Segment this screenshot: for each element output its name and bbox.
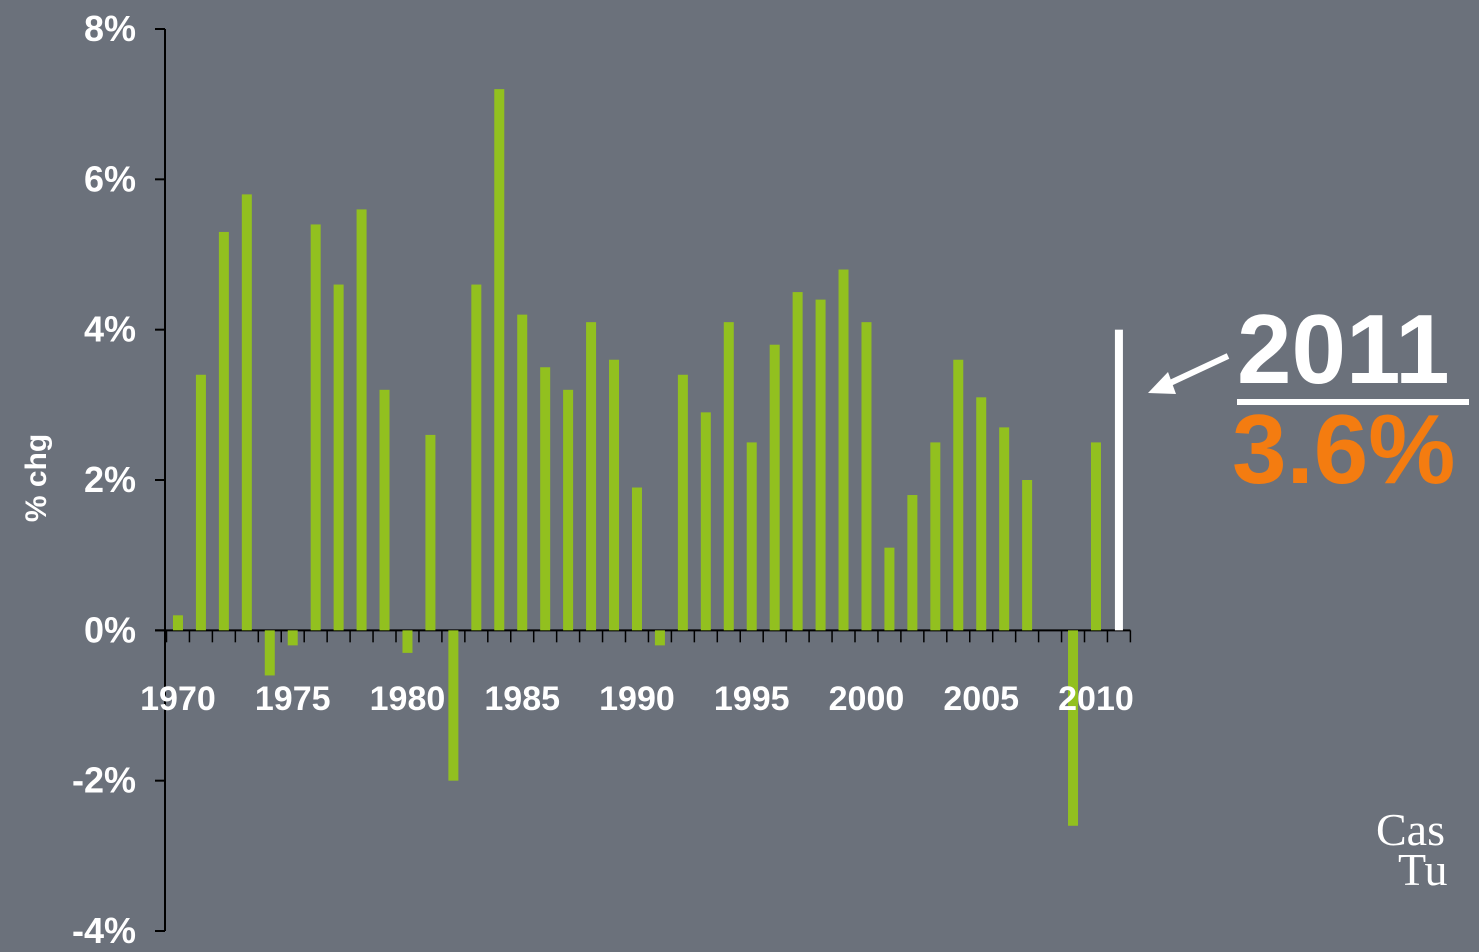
bar [930, 442, 941, 631]
brand-logo: Cas Tu [1376, 804, 1448, 895]
bar [356, 209, 367, 631]
y-axis-label: % chg [20, 434, 53, 522]
y-tick-label: 2% [84, 459, 136, 500]
y-tick-label: 6% [84, 158, 136, 199]
bar [333, 284, 344, 631]
logo-line-1: Cas [1376, 804, 1445, 855]
bar [540, 367, 551, 631]
bar [884, 547, 895, 631]
y-tick-label: 0% [84, 609, 136, 650]
x-tick-label: 1985 [484, 680, 560, 718]
bar [471, 284, 482, 631]
bar [1068, 630, 1079, 826]
y-tick-label: 8% [84, 8, 136, 49]
x-tick-label: 1980 [370, 680, 446, 718]
bar [1090, 442, 1101, 631]
highlight-divider [1237, 399, 1469, 405]
bar [448, 630, 459, 781]
bar [287, 630, 298, 646]
highlight-value: 3.6% [1232, 394, 1456, 504]
bar [241, 194, 252, 631]
tick-marks [155, 28, 1132, 932]
x-tick-label: 1995 [714, 680, 790, 718]
x-tick-label: 2005 [943, 680, 1019, 718]
callout-arrow [1148, 353, 1230, 394]
bar [379, 389, 390, 631]
bar [861, 322, 872, 631]
x-tick-label: 2010 [1058, 680, 1134, 718]
bar [425, 434, 436, 631]
bar [838, 269, 849, 631]
x-tick-label: 1990 [599, 680, 675, 718]
bar [494, 89, 505, 631]
y-tick-label: -2% [72, 760, 136, 801]
bar [700, 412, 711, 631]
logo-line-2: Tu [1398, 844, 1448, 895]
bar [953, 359, 964, 631]
bar [769, 344, 780, 631]
bar [677, 374, 688, 631]
bar [264, 630, 275, 676]
bar [999, 427, 1010, 631]
bar [723, 322, 734, 631]
bar [517, 314, 528, 631]
y-tick-label: 4% [84, 309, 136, 350]
bar [907, 495, 918, 631]
bar [792, 292, 803, 631]
bar [654, 630, 665, 646]
tick-labels: 8% 6% 4% 2% 0% -2% -4% 1970 1975 1980 1985 1990 1995… [72, 8, 1134, 951]
y-tick-label: -4% [72, 910, 136, 951]
bar [310, 224, 321, 631]
bar [976, 397, 987, 631]
bar [563, 389, 574, 631]
bar-series [172, 89, 1123, 826]
bar [402, 630, 413, 653]
bar-highlight [1114, 329, 1123, 631]
x-tick-label: 1970 [140, 680, 216, 718]
bar [609, 359, 620, 631]
bar [195, 374, 206, 631]
bar [586, 322, 597, 631]
bar [746, 442, 757, 631]
x-tick-label: 2000 [829, 680, 905, 718]
bar [815, 299, 826, 631]
x-tick-label: 1975 [255, 680, 331, 718]
bar [1022, 480, 1033, 631]
bar [631, 487, 642, 631]
highlight-year: 2011 [1237, 294, 1450, 404]
bar [218, 231, 229, 631]
bar [172, 615, 183, 631]
